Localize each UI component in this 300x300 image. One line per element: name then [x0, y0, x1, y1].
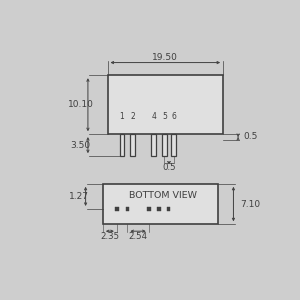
Bar [158, 207, 161, 211]
Bar [120, 134, 124, 156]
Bar [162, 134, 167, 156]
Text: 19.50: 19.50 [152, 53, 178, 62]
Bar [147, 207, 151, 211]
Text: 0.5: 0.5 [244, 132, 258, 141]
Text: 1: 1 [119, 112, 124, 121]
Bar [167, 207, 170, 211]
Bar [171, 134, 176, 156]
Text: 3.50: 3.50 [70, 141, 91, 150]
Text: 2: 2 [130, 112, 135, 121]
Bar [152, 134, 156, 156]
Text: 6: 6 [171, 112, 176, 121]
Text: 0.5: 0.5 [162, 163, 176, 172]
Text: 2.54: 2.54 [128, 232, 148, 241]
Bar [126, 207, 129, 211]
Text: 5: 5 [162, 112, 167, 121]
Text: 7.10: 7.10 [240, 200, 260, 208]
Bar [130, 134, 135, 156]
Text: 10.10: 10.10 [68, 100, 94, 109]
Text: 1.27: 1.27 [69, 192, 89, 201]
Bar [103, 184, 218, 224]
Bar [108, 75, 223, 134]
Text: 2.35: 2.35 [100, 232, 119, 241]
Bar [115, 207, 119, 211]
Text: BOTTOM VIEW: BOTTOM VIEW [129, 191, 197, 200]
Text: 4: 4 [151, 112, 156, 121]
